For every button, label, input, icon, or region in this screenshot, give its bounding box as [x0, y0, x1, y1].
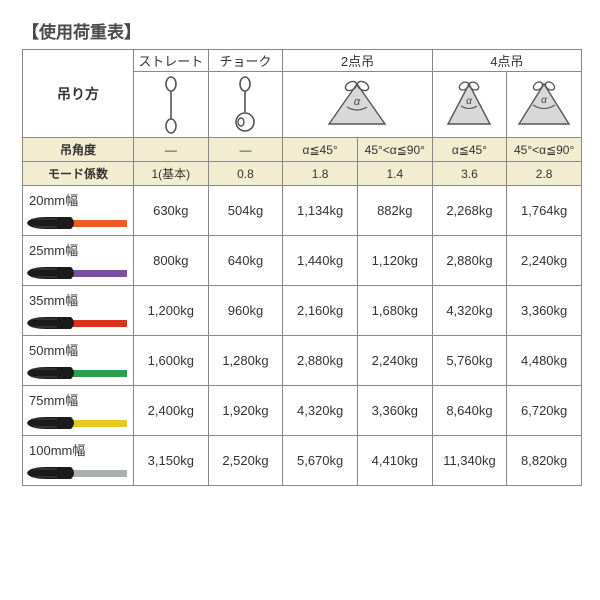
size-label: 50mm幅 [23, 336, 134, 386]
load-cell: 2,268kg [432, 186, 507, 236]
coef-3: 1.4 [357, 162, 432, 186]
method-choke: チョーク [208, 50, 283, 72]
table-row: 75mm幅 2,400kg1,920kg4,320kg3,360kg8,640k… [23, 386, 582, 436]
diagram-straight [133, 72, 208, 138]
coef-2: 1.8 [283, 162, 358, 186]
load-cell: 4,320kg [432, 286, 507, 336]
angle-label: 吊角度 [23, 138, 134, 162]
load-cell: 1,120kg [357, 236, 432, 286]
load-cell: 1,764kg [507, 186, 582, 236]
load-cell: 2,520kg [208, 436, 283, 486]
size-label: 35mm幅 [23, 286, 134, 336]
load-cell: 4,410kg [357, 436, 432, 486]
angle-1: ― [208, 138, 283, 162]
load-cell: 4,320kg [283, 386, 358, 436]
load-cell: 4,480kg [507, 336, 582, 386]
size-label: 75mm幅 [23, 386, 134, 436]
load-cell: 1,600kg [133, 336, 208, 386]
load-cell: 1,440kg [283, 236, 358, 286]
load-cell: 1,280kg [208, 336, 283, 386]
load-cell: 2,880kg [283, 336, 358, 386]
angle-4: α≦45° [432, 138, 507, 162]
svg-text:α: α [467, 96, 473, 107]
table-row: 100mm幅 3,150kg2,520kg5,670kg4,410kg11,34… [23, 436, 582, 486]
method-straight: ストレート [133, 50, 208, 72]
coef-5: 2.8 [507, 162, 582, 186]
size-label: 25mm幅 [23, 236, 134, 286]
size-label: 100mm幅 [23, 436, 134, 486]
load-cell: 1,134kg [283, 186, 358, 236]
load-table: 吊り方 ストレート チョーク 2点吊 4点吊 [22, 49, 582, 486]
load-cell: 882kg [357, 186, 432, 236]
load-cell: 3,360kg [357, 386, 432, 436]
coef-row: モード係数 1(基本) 0.8 1.8 1.4 3.6 2.8 [23, 162, 582, 186]
angle-0: ― [133, 138, 208, 162]
load-cell: 2,160kg [283, 286, 358, 336]
load-cell: 11,340kg [432, 436, 507, 486]
svg-text:α: α [354, 96, 361, 108]
angle-2: α≦45° [283, 138, 358, 162]
load-cell: 2,880kg [432, 236, 507, 286]
angle-row: 吊角度 ― ― α≦45° 45°<α≦90° α≦45° 45°<α≦90° [23, 138, 582, 162]
coef-0: 1(基本) [133, 162, 208, 186]
page-title: 【使用荷重表】 [22, 18, 582, 43]
coef-1: 0.8 [208, 162, 283, 186]
method-2pt: 2点吊 [283, 50, 432, 72]
load-cell: 2,240kg [507, 236, 582, 286]
load-cell: 2,400kg [133, 386, 208, 436]
load-cell: 3,360kg [507, 286, 582, 336]
svg-text:α: α [541, 95, 547, 106]
load-cell: 1,920kg [208, 386, 283, 436]
load-cell: 1,680kg [357, 286, 432, 336]
angle-3: 45°<α≦90° [357, 138, 432, 162]
method-4pt: 4点吊 [432, 50, 581, 72]
angle-5: 45°<α≦90° [507, 138, 582, 162]
table-row: 50mm幅 1,600kg1,280kg2,880kg2,240kg5,760k… [23, 336, 582, 386]
table-row: 25mm幅 800kg640kg1,440kg1,120kg2,880kg2,2… [23, 236, 582, 286]
load-cell: 6,720kg [507, 386, 582, 436]
diagram-2pt: α [283, 72, 432, 138]
hanging-method-label: 吊り方 [23, 50, 134, 138]
header-method-row: 吊り方 ストレート チョーク 2点吊 4点吊 [23, 50, 582, 72]
diagram-4pt-a: α [432, 72, 507, 138]
load-cell: 2,240kg [357, 336, 432, 386]
load-cell: 630kg [133, 186, 208, 236]
load-cell: 8,820kg [507, 436, 582, 486]
load-cell: 800kg [133, 236, 208, 286]
load-cell: 960kg [208, 286, 283, 336]
load-cell: 5,670kg [283, 436, 358, 486]
coef-4: 3.6 [432, 162, 507, 186]
load-cell: 5,760kg [432, 336, 507, 386]
load-cell: 504kg [208, 186, 283, 236]
table-row: 20mm幅 630kg504kg1,134kg882kg2,268kg1,764… [23, 186, 582, 236]
diagram-4pt-b: α [507, 72, 582, 138]
diagram-choke [208, 72, 283, 138]
load-cell: 1,200kg [133, 286, 208, 336]
load-cell: 640kg [208, 236, 283, 286]
load-cell: 3,150kg [133, 436, 208, 486]
table-row: 35mm幅 1,200kg960kg2,160kg1,680kg4,320kg3… [23, 286, 582, 336]
coef-label: モード係数 [23, 162, 134, 186]
size-label: 20mm幅 [23, 186, 134, 236]
load-cell: 8,640kg [432, 386, 507, 436]
